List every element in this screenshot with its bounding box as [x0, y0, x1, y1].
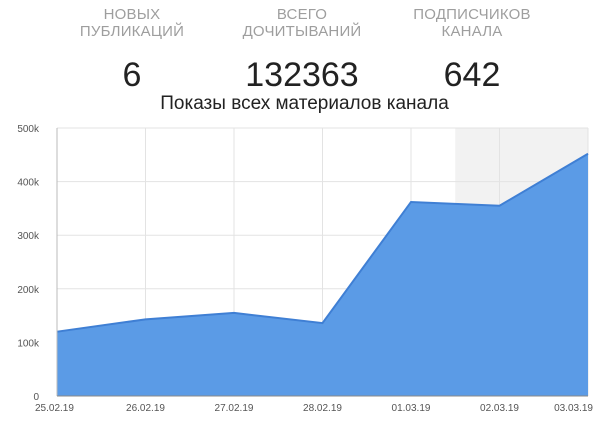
- series-area: [57, 153, 588, 396]
- stat-subscribers: ПОДПИСЧИКОВ КАНАЛА 642: [392, 6, 552, 94]
- stat-value: 642: [443, 56, 501, 94]
- x-tick-label: 03.03.19: [554, 403, 593, 414]
- x-tick-label: 01.03.19: [392, 403, 431, 414]
- stat-value: 6: [122, 56, 142, 94]
- y-tick-label: 400k: [17, 178, 40, 189]
- x-tick-label: 28.02.19: [303, 403, 342, 414]
- y-tick-label: 300k: [17, 231, 40, 242]
- y-tick-label: 500k: [17, 124, 40, 135]
- y-tick-label: 100k: [17, 338, 40, 349]
- stat-new-publications: НОВЫХ ПУБЛИКАЦИЙ 6: [52, 6, 212, 94]
- chart-title: Показы всех материалов канала: [160, 93, 449, 114]
- series-line: [56, 152, 589, 333]
- x-tick-label: 26.02.19: [126, 403, 165, 414]
- y-tick-label: 200k: [17, 285, 40, 296]
- y-tick-label: 0: [33, 392, 39, 403]
- x-tick-label: 02.03.19: [480, 403, 519, 414]
- stat-label-line2: КАНАЛА: [441, 23, 503, 40]
- stat-label-line2: ПУБЛИКАЦИЙ: [79, 23, 185, 40]
- x-tick-label: 27.02.19: [215, 403, 254, 414]
- stats-panel: НОВЫХ ПУБЛИКАЦИЙ 6 ВСЕГО ДОЧИТЫВАНИЙ 132…: [0, 0, 609, 95]
- stat-total-reads: ВСЕГО ДОЧИТЫВАНИЙ 132363: [222, 6, 382, 94]
- stat-label-line1: НОВЫХ: [103, 6, 161, 23]
- stat-label: ВСЕГО ДОЧИТЫВАНИЙ: [222, 6, 382, 40]
- stat-label-line1: ПОДПИСЧИКОВ: [413, 6, 531, 23]
- stat-label: НОВЫХ ПУБЛИКАЦИЙ: [52, 6, 212, 40]
- stat-label-line2: ДОЧИТЫВАНИЙ: [242, 23, 362, 40]
- stat-label: ПОДПИСЧИКОВ КАНАЛА: [392, 6, 552, 40]
- x-tick-label: 25.02.19: [35, 403, 74, 414]
- stat-value: 132363: [245, 56, 359, 94]
- stat-label-line1: ВСЕГО: [276, 6, 328, 23]
